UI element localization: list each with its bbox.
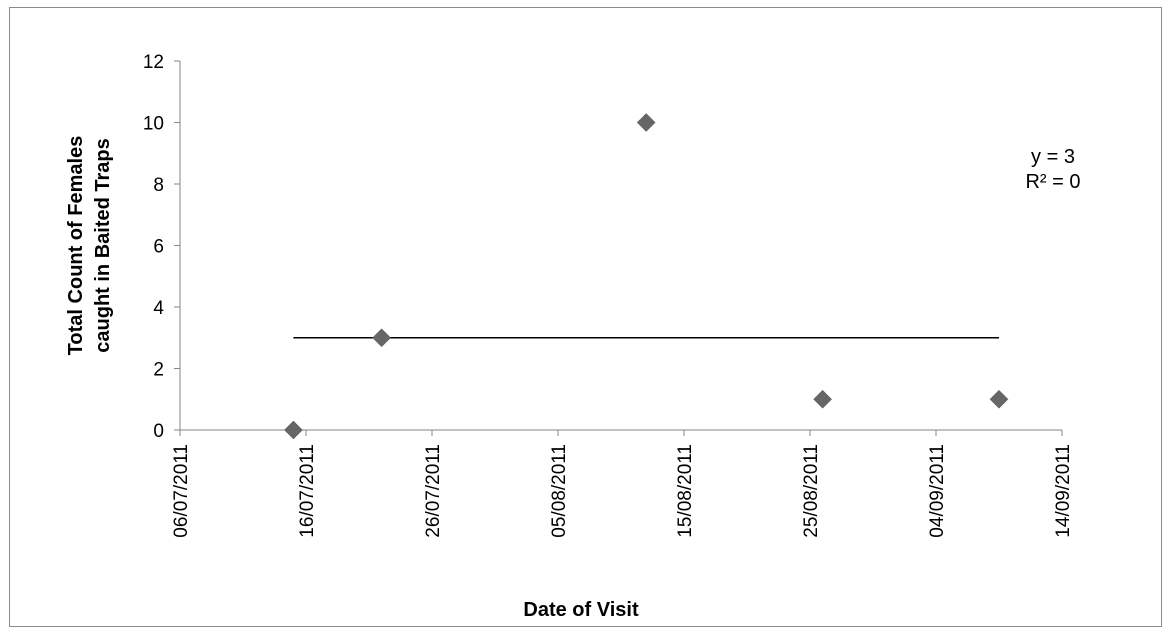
y-tick-label: 4 xyxy=(153,298,164,319)
data-points xyxy=(284,113,1009,440)
x-tick-label: 05/08/2011 xyxy=(549,444,570,538)
x-tick-label: 15/08/2011 xyxy=(675,444,696,538)
trendline-equation: y = 3 R² = 0 xyxy=(1025,146,1080,193)
data-point xyxy=(813,389,832,409)
x-axis-title: Date of Visit xyxy=(523,599,639,621)
y-tick-label: 10 xyxy=(143,114,164,135)
x-axis: 06/07/2011 16/07/2011 26/07/2011 05/08/2011… xyxy=(171,429,1074,538)
data-point xyxy=(284,420,303,440)
axis-titles: Date of Visit Total Count of Females caugh… xyxy=(65,136,639,621)
y-tick-label: 6 xyxy=(153,237,164,258)
scatter-chart: 0 2 4 6 8 10 12 06/07/2011 16/07/2011 26/07/2011… xyxy=(65,52,1081,621)
y-tick-label: 8 xyxy=(153,175,164,196)
data-point xyxy=(636,113,656,132)
x-tick-label: 14/09/2011 xyxy=(1053,444,1074,538)
x-tick-label: 04/09/2011 xyxy=(927,444,948,538)
y-axis-title-line: Total Count of Females xyxy=(65,136,87,356)
y-tick-label: 2 xyxy=(153,360,164,381)
y-tick-label: 0 xyxy=(153,421,164,442)
y-tick-label: 12 xyxy=(143,52,164,73)
x-tick-label: 25/08/2011 xyxy=(801,444,822,538)
trendline-r-squared-text: R² = 0 xyxy=(1025,171,1080,193)
data-point xyxy=(989,389,1009,409)
x-tick-label: 16/07/2011 xyxy=(297,444,318,538)
y-axis-title-line: caught in Baited Traps xyxy=(92,138,114,352)
y-axis: 0 2 4 6 8 10 12 xyxy=(143,52,181,442)
trendline-equation-text: y = 3 xyxy=(1031,146,1075,168)
x-tick-label: 26/07/2011 xyxy=(423,444,444,538)
chart-frame: 0 2 4 6 8 10 12 06/07/2011 16/07/2011 26/07/2011… xyxy=(9,7,1162,627)
x-tick-label: 06/07/2011 xyxy=(171,444,192,538)
data-point xyxy=(372,328,391,348)
